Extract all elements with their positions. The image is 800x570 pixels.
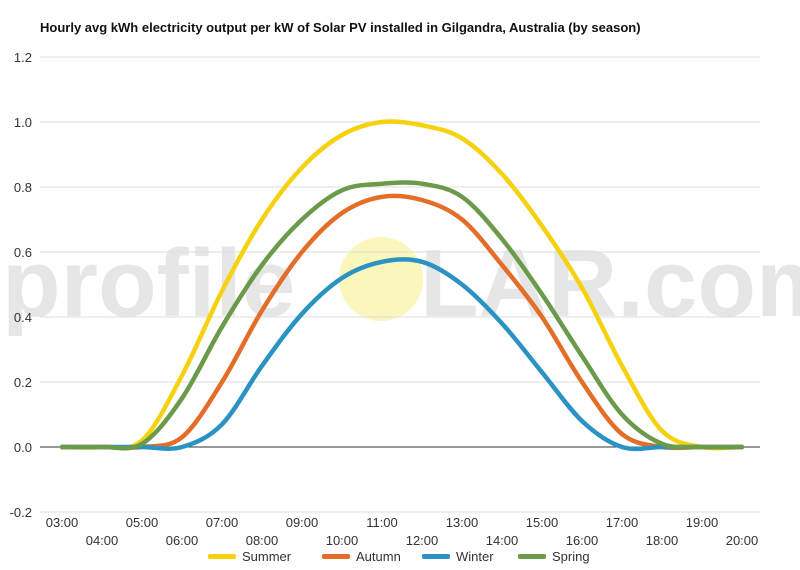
legend-item-summer[interactable]: Summer bbox=[208, 549, 291, 564]
x-tick-label: 08:00 bbox=[246, 533, 279, 548]
y-tick-label: -0.2 bbox=[10, 505, 32, 520]
watermark-text-right: LAR.com bbox=[420, 230, 800, 337]
y-tick-label: 0.2 bbox=[14, 375, 32, 390]
legend-item-spring[interactable]: Spring bbox=[518, 549, 590, 564]
y-tick-label: 0.0 bbox=[14, 440, 32, 455]
y-tick-label: 0.6 bbox=[14, 245, 32, 260]
x-axis-ticks: 03:00 04:00 05:00 06:00 07:00 08:00 09:00 10:00… bbox=[46, 515, 759, 548]
x-tick-label: 17:00 bbox=[606, 515, 639, 530]
x-tick-label: 06:00 bbox=[166, 533, 199, 548]
x-tick-label: 11:00 bbox=[366, 515, 398, 530]
watermark: profile LAR.com bbox=[2, 230, 800, 337]
x-tick-label: 15:00 bbox=[526, 515, 559, 530]
y-tick-label: 1.2 bbox=[14, 50, 32, 65]
legend-swatch bbox=[322, 554, 350, 559]
y-tick-label: 1.0 bbox=[14, 115, 32, 130]
watermark-sun bbox=[339, 237, 423, 321]
chart-title: Hourly avg kWh electricity output per kW… bbox=[40, 20, 641, 35]
legend-item-autumn[interactable]: Autumn bbox=[322, 549, 401, 564]
y-tick-label: 0.8 bbox=[14, 180, 32, 195]
legend-label: Summer bbox=[242, 549, 292, 564]
x-tick-label: 20:00 bbox=[726, 533, 759, 548]
legend-label: Winter bbox=[456, 549, 494, 564]
series-line-autumn bbox=[59, 193, 745, 451]
legend: Summer Autumn Winter Spring bbox=[0, 549, 800, 569]
legend-swatch bbox=[422, 554, 450, 559]
x-tick-label: 19:00 bbox=[686, 515, 719, 530]
x-tick-label: 05:00 bbox=[126, 515, 159, 530]
series-line-spring bbox=[59, 180, 745, 451]
x-tick-label: 03:00 bbox=[46, 515, 79, 530]
legend-label: Autumn bbox=[356, 549, 401, 564]
x-tick-label: 18:00 bbox=[646, 533, 679, 548]
y-tick-label: 0.4 bbox=[14, 310, 32, 325]
x-tick-label: 12:00 bbox=[406, 533, 439, 548]
x-tick-label: 14:00 bbox=[486, 533, 519, 548]
x-tick-label: 13:00 bbox=[446, 515, 479, 530]
legend-label: Spring bbox=[552, 549, 590, 564]
x-tick-label: 10:00 bbox=[326, 533, 359, 548]
x-tick-label: 09:00 bbox=[286, 515, 319, 530]
legend-item-winter[interactable]: Winter bbox=[422, 549, 494, 564]
x-tick-label: 04:00 bbox=[86, 533, 119, 548]
series-line-winter bbox=[59, 257, 745, 452]
legend-swatch bbox=[518, 554, 546, 559]
x-tick-label: 07:00 bbox=[206, 515, 239, 530]
series-lines bbox=[59, 119, 745, 452]
x-tick-label: 16:00 bbox=[566, 533, 599, 548]
legend-swatch bbox=[208, 554, 236, 559]
series-line-summer bbox=[59, 119, 745, 451]
y-axis-ticks: -0.2 0.0 0.2 0.4 0.6 0.8 1.0 1.2 bbox=[10, 50, 32, 520]
